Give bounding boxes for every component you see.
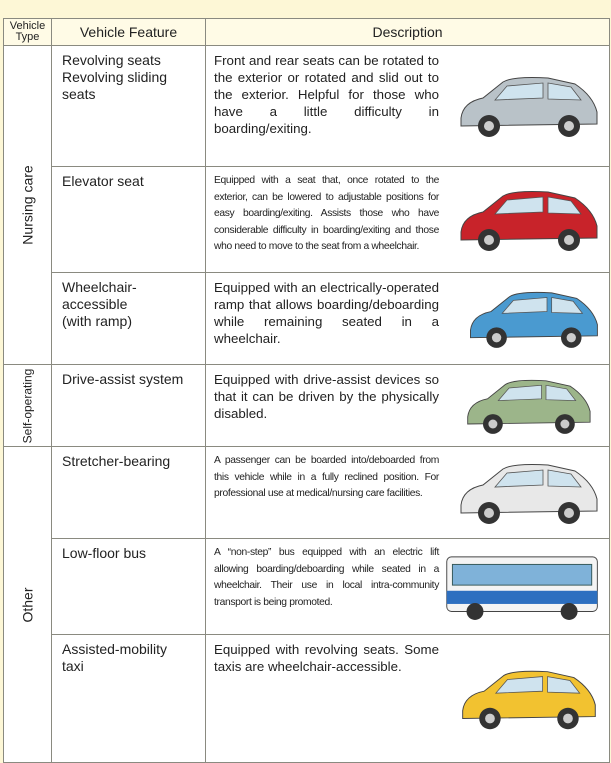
description-cell: Equipped with revolving seats. Some taxi… — [205, 634, 610, 763]
header-cell: Vehicle Type — [3, 18, 52, 46]
feature-cell: Wheelchair- accessible (with ramp) — [51, 272, 206, 365]
description: Equipped with an electrically-operated r… — [214, 280, 439, 346]
description: Front and rear seats can be rotated to t… — [214, 53, 439, 136]
feature-cell: Revolving seats Revolving sliding seats — [51, 45, 206, 167]
vehicle-image — [453, 180, 603, 260]
vehicle-image — [453, 453, 603, 533]
description: A “non-step” bus equipped with an electr… — [214, 547, 439, 608]
description: Equipped with drive-assist devices so th… — [214, 372, 439, 421]
description-cell: A “non-step” bus equipped with an electr… — [205, 538, 610, 635]
vehicle-image — [453, 66, 603, 146]
group-label: Other — [19, 586, 36, 623]
group-cell: Other — [3, 446, 52, 763]
feature-cell: Elevator seat — [51, 166, 206, 273]
header-cell: Vehicle Feature — [51, 18, 206, 46]
description: Equipped with revolving seats. Some taxi… — [214, 642, 439, 674]
description-cell: A passenger can be boarded into/deboarde… — [205, 446, 610, 539]
description-cell: Front and rear seats can be rotated to t… — [205, 45, 610, 167]
header-cell: Description — [205, 18, 610, 46]
description: Equipped with a seat that, once rotated … — [214, 175, 439, 252]
vehicle-image — [453, 370, 603, 442]
vehicle-image — [463, 281, 603, 356]
description-cell: Equipped with drive-assist devices so th… — [205, 364, 610, 447]
feature-cell: Low-floor bus — [51, 538, 206, 635]
group-label: Nursing care — [19, 165, 36, 245]
group-label: Self-operating — [20, 368, 35, 443]
description: A passenger can be boarded into/deboarde… — [214, 455, 439, 499]
description-cell: Equipped with an electrically-operated r… — [205, 272, 610, 365]
vehicle-image — [453, 660, 603, 738]
group-cell: Self-operating — [3, 364, 52, 447]
vehicle-image — [443, 549, 603, 625]
feature-cell: Assisted-mobility taxi — [51, 634, 206, 763]
group-cell: Nursing care — [3, 45, 52, 365]
description-cell: Equipped with a seat that, once rotated … — [205, 166, 610, 273]
feature-cell: Drive-assist system — [51, 364, 206, 447]
feature-cell: Stretcher-bearing — [51, 446, 206, 539]
